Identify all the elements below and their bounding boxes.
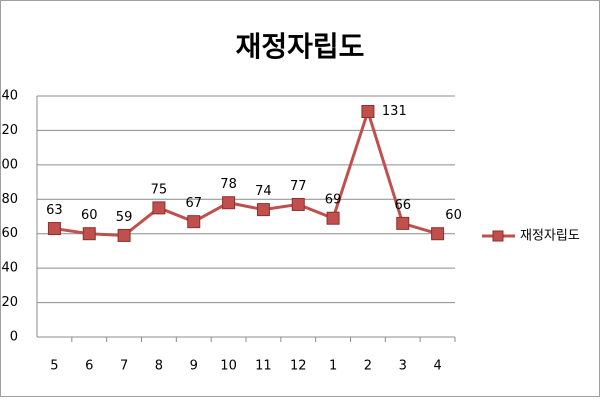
data-point <box>291 197 305 211</box>
data-point <box>222 196 236 210</box>
legend-label: 재정자립도 <box>520 229 580 244</box>
data-point <box>396 216 410 230</box>
x-tick-label: 12 <box>290 359 307 374</box>
data-label: 131 <box>382 104 407 119</box>
x-tick-label: 6 <box>85 359 93 374</box>
data-point <box>431 227 445 241</box>
data-label: 66 <box>394 198 411 213</box>
y-tick-label: 60 <box>1 226 18 241</box>
data-point <box>82 227 96 241</box>
x-tick-label: 4 <box>433 359 441 374</box>
x-tick-label: 8 <box>155 359 163 374</box>
data-point <box>117 228 131 242</box>
x-tick-label: 2 <box>364 359 372 374</box>
y-tick-label: 0 <box>10 330 18 345</box>
y-tick-label: 100 <box>0 157 18 172</box>
y-tick-label: 120 <box>0 123 18 138</box>
x-tick-label: 7 <box>120 359 128 374</box>
data-label: 77 <box>290 179 307 194</box>
x-tick-label: 10 <box>220 359 237 374</box>
data-label: 78 <box>220 177 237 192</box>
data-label: 74 <box>255 184 272 199</box>
data-label: 75 <box>151 182 168 197</box>
y-tick-label: 20 <box>1 295 18 310</box>
data-point <box>326 211 340 225</box>
data-label: 69 <box>325 193 342 208</box>
data-point <box>152 201 166 215</box>
x-tick-label: 11 <box>255 359 272 374</box>
data-label: 59 <box>116 210 133 225</box>
data-point <box>187 215 201 229</box>
x-tick-label: 9 <box>190 359 198 374</box>
y-tick-label: 80 <box>1 192 18 207</box>
data-label: 63 <box>46 203 63 218</box>
data-label: 60 <box>445 208 462 223</box>
x-tick-label: 1 <box>329 359 337 374</box>
x-tick-label: 3 <box>399 359 407 374</box>
data-label: 60 <box>81 208 98 223</box>
x-tick-label: 5 <box>50 359 58 374</box>
y-tick-label: 40 <box>1 261 18 276</box>
data-point <box>256 203 270 217</box>
data-point <box>47 222 61 236</box>
legend-marker <box>492 230 504 242</box>
data-point <box>361 104 375 118</box>
chart-title: 재정자립도 <box>236 30 365 63</box>
data-label: 67 <box>185 196 202 211</box>
y-tick-label: 140 <box>0 89 18 104</box>
